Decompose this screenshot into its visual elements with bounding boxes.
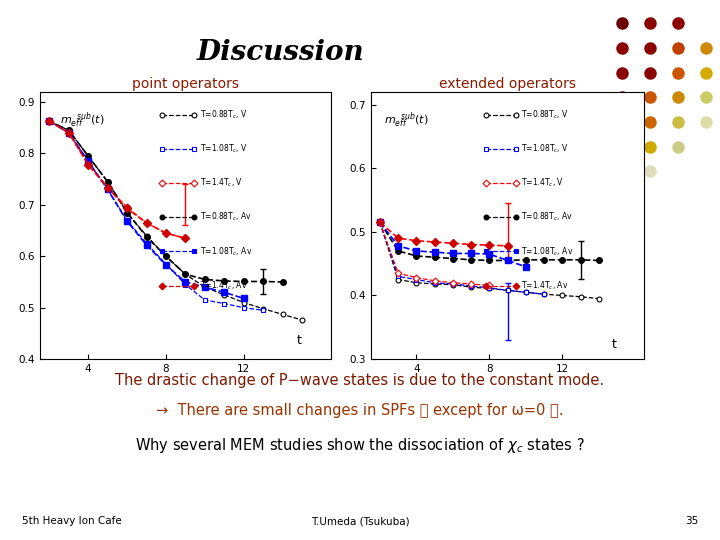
Title: point operators: point operators: [132, 77, 239, 91]
Text: T=1.4T$_c$, Av: T=1.4T$_c$, Av: [521, 279, 569, 292]
Text: T=0.88T$_c$, V: T=0.88T$_c$, V: [200, 109, 248, 121]
Text: Discussion: Discussion: [197, 39, 364, 66]
Text: T=1.08T$_c$, V: T=1.08T$_c$, V: [521, 143, 570, 155]
Text: T=1.4T$_c$, Av: T=1.4T$_c$, Av: [200, 279, 248, 292]
Text: 35: 35: [685, 516, 698, 526]
Text: →  There are small changes in SPFs （ except for ω=0 ）.: → There are small changes in SPFs （ exce…: [156, 403, 564, 418]
Text: T=1.08T$_c$, V: T=1.08T$_c$, V: [200, 143, 248, 155]
Text: T.Umeda (Tsukuba): T.Umeda (Tsukuba): [311, 516, 409, 526]
Text: T=0.88T$_c$, V: T=0.88T$_c$, V: [521, 109, 569, 121]
Text: 5th Heavy Ion Cafe: 5th Heavy Ion Cafe: [22, 516, 122, 526]
Text: T=0.88T$_c$, Av: T=0.88T$_c$, Av: [521, 211, 573, 224]
Text: The drastic change of P−wave states is due to the constant mode.: The drastic change of P−wave states is d…: [115, 373, 605, 388]
Title: extended operators: extended operators: [439, 77, 576, 91]
Text: T=0.88T$_c$, Av: T=0.88T$_c$, Av: [200, 211, 252, 224]
Text: $m_{eff}^{\ \ sub}(t)$: $m_{eff}^{\ \ sub}(t)$: [384, 111, 429, 130]
Text: T=1.4T$_c$, V: T=1.4T$_c$, V: [521, 177, 564, 189]
Text: t: t: [296, 334, 301, 347]
Text: T=1.08T$_c$, Av: T=1.08T$_c$, Av: [521, 245, 574, 258]
Text: Why several MEM studies show the dissociation of $\chi_c$ states ?: Why several MEM studies show the dissoci…: [135, 436, 585, 455]
Text: T=1.08T$_c$, Av: T=1.08T$_c$, Av: [200, 245, 252, 258]
Text: $m_{eff}^{\ \ sub}(t)$: $m_{eff}^{\ \ sub}(t)$: [60, 111, 105, 130]
Text: T=1.4T$_c$, V: T=1.4T$_c$, V: [200, 177, 243, 189]
Text: t: t: [611, 339, 616, 352]
